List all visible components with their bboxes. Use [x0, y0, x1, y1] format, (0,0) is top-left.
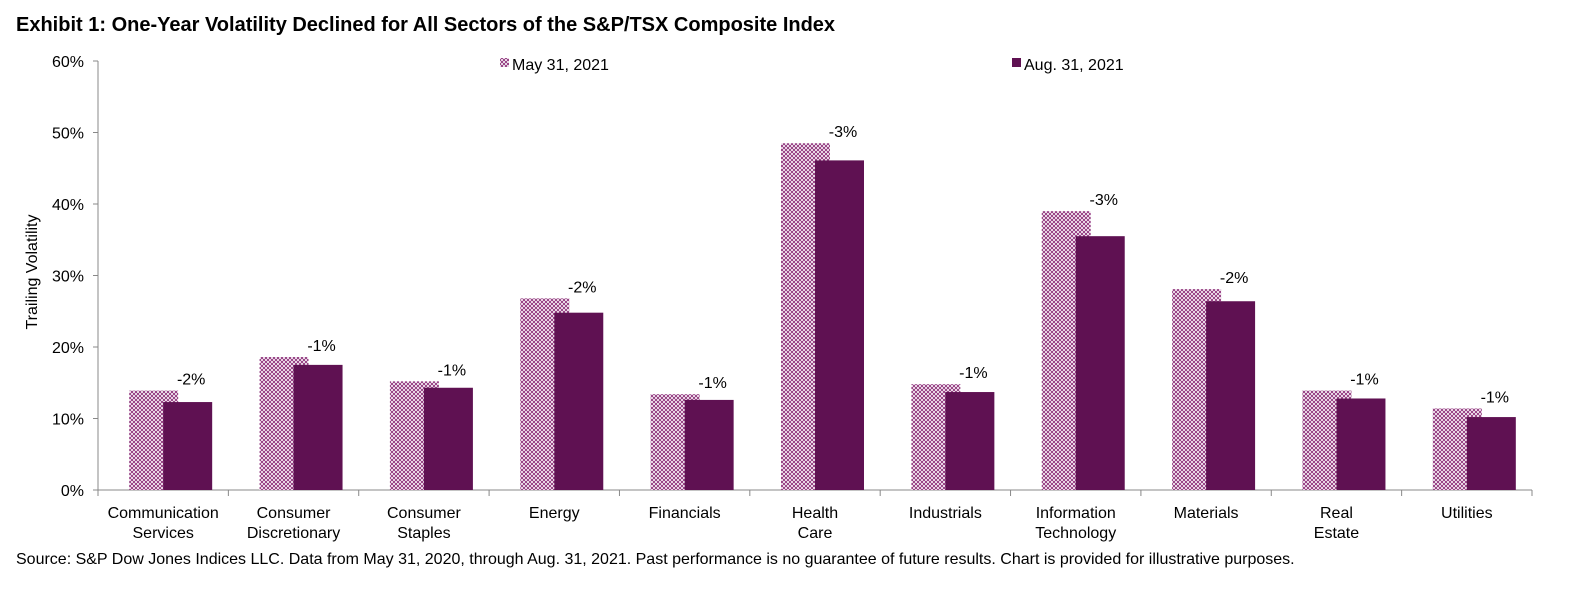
change-annotation: -2%	[177, 372, 205, 389]
annotations-group: -2% -1% -1% -2% -1% -3% -1% -3% -2% -1% -1%	[177, 124, 1509, 406]
change-annotation: -1%	[959, 365, 987, 382]
y-tick-label: 40%	[52, 197, 84, 214]
bar-aug-2021	[423, 387, 473, 490]
change-annotation: -1%	[1350, 372, 1378, 389]
x-axis: Communication Services Consumer Discretiona…	[97, 489, 1533, 542]
x-tick-label: Consumer Discretionary	[247, 505, 340, 542]
change-annotation: -2%	[1220, 270, 1248, 287]
bar-aug-2021	[163, 402, 213, 490]
change-annotation: -3%	[1090, 192, 1118, 209]
x-tick-label: Energy	[529, 505, 580, 522]
source-note: Source: S&P Dow Jones Indices LLC. Data …	[16, 551, 1295, 568]
bar-aug-2021	[684, 399, 734, 490]
bar-aug-2021	[554, 312, 604, 490]
change-annotation: -3%	[829, 124, 857, 141]
x-tick-label: Industrials	[909, 505, 982, 522]
bar-aug-2021	[1075, 236, 1125, 490]
bar-aug-2021	[1336, 398, 1386, 490]
bar-aug-2021	[815, 160, 864, 490]
bars-group	[129, 143, 1516, 490]
change-annotation: -1%	[1481, 389, 1509, 406]
y-tick-label: 60%	[52, 54, 84, 71]
x-tick-label: Health Care	[792, 505, 838, 542]
y-tick-label: 30%	[52, 269, 84, 286]
legend-swatch	[500, 58, 509, 67]
x-tick-label: Information Technology	[1035, 505, 1116, 542]
bar-aug-2021	[1466, 417, 1516, 490]
y-axis-title: Trailing Volatility	[24, 214, 41, 329]
change-annotation: -2%	[568, 279, 596, 296]
change-annotation: -1%	[307, 338, 335, 355]
bar-aug-2021	[1206, 301, 1256, 490]
legend-label: May 31, 2021	[512, 57, 609, 74]
legend-item: Aug. 31, 2021	[1012, 57, 1124, 74]
y-tick-label: 0%	[61, 483, 84, 500]
x-tick-label: Real Estate	[1314, 505, 1359, 542]
legend-item: May 31, 2021	[500, 57, 609, 74]
change-annotation: -1%	[438, 362, 466, 379]
bar-aug-2021	[945, 392, 995, 490]
legend-swatch	[1012, 58, 1021, 67]
x-tick-label: Consumer Staples	[387, 505, 461, 542]
y-axis: 0% 10% 20% 30% 40% 50% 60%	[52, 54, 99, 500]
x-tick-label: Communication Services	[108, 505, 219, 542]
x-tick-label: Utilities	[1441, 505, 1493, 522]
bar-aug-2021	[293, 364, 343, 490]
legend: May 31, 2021 Aug. 31, 2021	[500, 57, 1124, 74]
chart-title: Exhibit 1: One-Year Volatility Declined …	[16, 14, 836, 36]
y-tick-label: 50%	[52, 126, 84, 143]
y-tick-label: 20%	[52, 340, 84, 357]
change-annotation: -1%	[698, 375, 726, 392]
y-tick-label: 10%	[52, 412, 84, 429]
x-tick-label: Materials	[1174, 505, 1239, 522]
x-tick-label: Financials	[649, 505, 721, 522]
legend-label: Aug. 31, 2021	[1024, 57, 1124, 74]
